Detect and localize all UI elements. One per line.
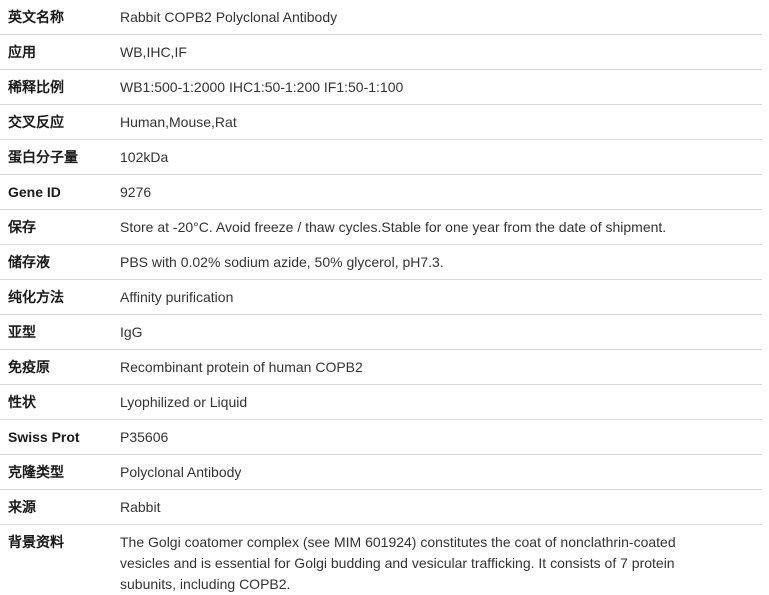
- table-row-storage: 保存 Store at -20°C. Avoid freeze / thaw c…: [0, 210, 762, 245]
- row-value: Recombinant protein of human COPB2: [120, 358, 363, 375]
- table-row-form: 性状 Lyophilized or Liquid: [0, 385, 762, 420]
- row-label: 来源: [8, 498, 36, 515]
- row-value: Lyophilized or Liquid: [120, 393, 248, 410]
- table-row-storage-buffer: 储存液 PBS with 0.02% sodium azide, 50% gly…: [0, 245, 762, 280]
- row-label: 纯化方法: [8, 288, 64, 305]
- table-row-purification: 纯化方法 Affinity purification: [0, 280, 762, 315]
- row-label: 性状: [8, 393, 36, 410]
- table-row-applications: 应用 WB,IHC,IF: [0, 35, 762, 70]
- row-value: PBS with 0.02% sodium azide, 50% glycero…: [120, 253, 444, 270]
- row-label: 交叉反应: [8, 113, 64, 130]
- row-label: 亚型: [8, 323, 36, 340]
- table-row-gene-id: Gene ID 9276: [0, 175, 762, 210]
- table-row-swiss-prot: Swiss Prot P35606: [0, 420, 762, 455]
- row-label: 克隆类型: [8, 463, 64, 480]
- row-value: P35606: [120, 428, 169, 445]
- row-value: WB,IHC,IF: [120, 43, 187, 60]
- row-value: 102kDa: [120, 148, 169, 165]
- row-label: Gene ID: [8, 183, 61, 200]
- row-value: Human,Mouse,Rat: [120, 113, 237, 130]
- table-row-molecular-weight: 蛋白分子量 102kDa: [0, 140, 762, 175]
- row-label: 蛋白分子量: [8, 148, 78, 165]
- row-value: Rabbit: [120, 498, 161, 515]
- row-label: 储存液: [8, 253, 50, 270]
- row-label: 免疫原: [8, 358, 50, 375]
- row-value: 9276: [120, 183, 152, 200]
- table-row-background: 背景资料 The Golgi coatomer complex (see MIM…: [0, 525, 762, 595]
- table-row-immunogen: 免疫原 Recombinant protein of human COPB2: [0, 350, 762, 385]
- row-value: IgG: [120, 323, 143, 340]
- row-value: Rabbit COPB2 Polyclonal Antibody: [120, 8, 338, 25]
- row-value: Polyclonal Antibody: [120, 463, 242, 480]
- row-label: 应用: [8, 43, 36, 60]
- row-label: 稀释比例: [8, 78, 64, 95]
- table-row-host: 来源 Rabbit: [0, 490, 762, 525]
- row-value: The Golgi coatomer complex (see MIM 6019…: [120, 534, 676, 592]
- table-row-clonality: 克隆类型 Polyclonal Antibody: [0, 455, 762, 490]
- table-row-english-name: 英文名称 Rabbit COPB2 Polyclonal Antibody: [0, 0, 762, 35]
- row-value: WB1:500-1:2000 IHC1:50-1:200 IF1:50-1:10…: [120, 78, 404, 95]
- row-label: 保存: [8, 218, 36, 235]
- table-row-dilution: 稀释比例 WB1:500-1:2000 IHC1:50-1:200 IF1:50…: [0, 70, 762, 105]
- row-label: 背景资料: [8, 534, 64, 550]
- row-value: Store at -20°C. Avoid freeze / thaw cycl…: [120, 218, 667, 235]
- row-label: Swiss Prot: [8, 428, 80, 445]
- table-row-reactivity: 交叉反应 Human,Mouse,Rat: [0, 105, 762, 140]
- row-value: Affinity purification: [120, 288, 234, 305]
- row-label: 英文名称: [8, 8, 64, 25]
- table-row-isotype: 亚型 IgG: [0, 315, 762, 350]
